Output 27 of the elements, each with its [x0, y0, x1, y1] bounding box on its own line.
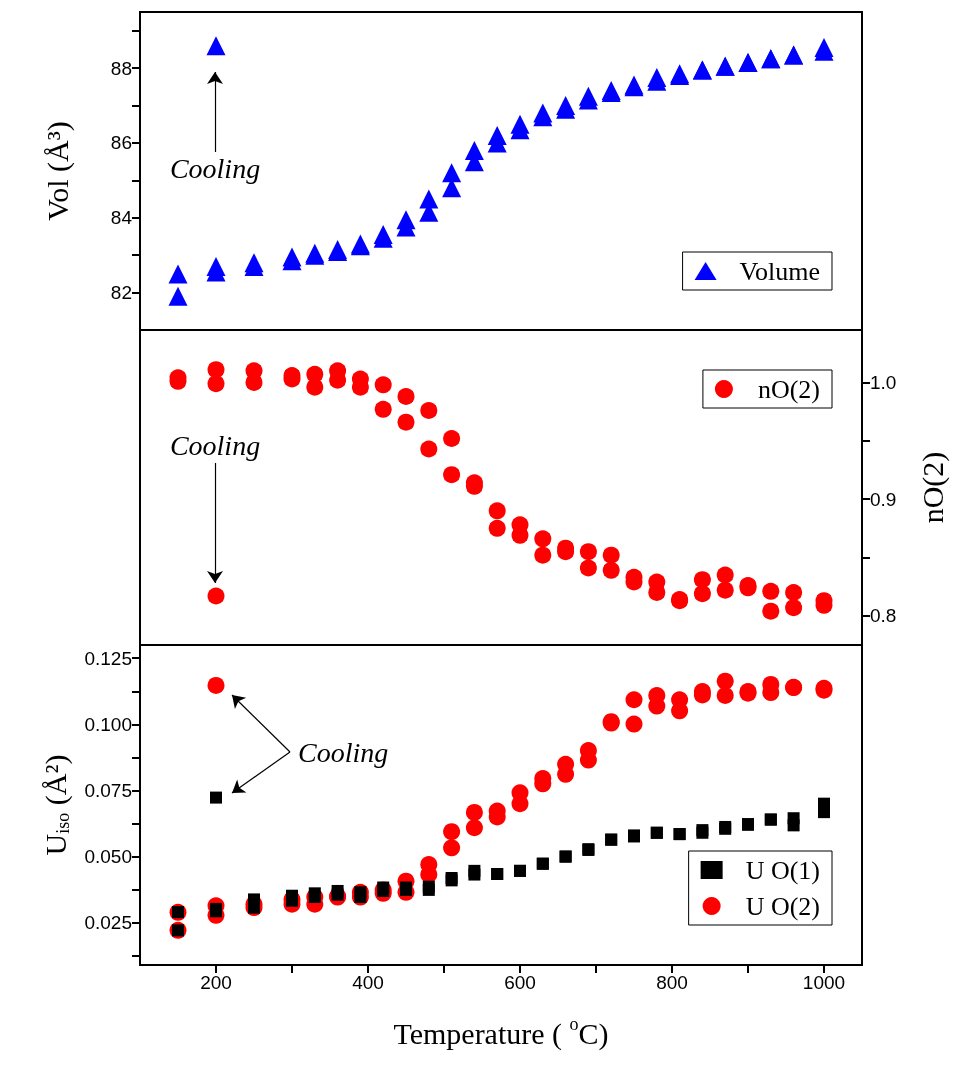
y-axis-title: Uiso (Å²): [39, 754, 73, 856]
x-tick-label: 800: [656, 972, 688, 993]
x-tick-label: 1000: [802, 972, 846, 993]
y-tick-label: 0.075: [84, 779, 132, 801]
y2-tick-label: 0.9: [870, 488, 897, 510]
y-tick-label: 82: [110, 282, 132, 304]
legend-label: U O(1): [745, 855, 821, 885]
y-tick-label: 0.050: [84, 846, 132, 868]
y2-tick-label: 1.0: [870, 372, 897, 393]
annotation: Cooling: [169, 429, 261, 461]
y-tick-label: 0.100: [84, 713, 132, 735]
x-tick-label: 200: [200, 972, 232, 993]
y2-axis-title: nO(2): [915, 451, 950, 524]
y2-tick-label: 0.8: [870, 605, 897, 627]
y-tick-label: 86: [110, 132, 132, 154]
y-tick-label: 84: [110, 207, 133, 229]
annotation: Cooling: [169, 152, 261, 184]
legend-label: U O(2): [745, 891, 821, 921]
y-tick-label: 88: [110, 57, 132, 79]
x-tick-label: 400: [352, 972, 384, 993]
y-tick-label: 0.025: [84, 912, 132, 934]
y-axis-title: Vol (Å³): [40, 121, 75, 221]
annotation: Cooling: [298, 736, 389, 768]
y-tick-label: 0.125: [84, 647, 132, 669]
legend-label: Volume: [739, 256, 821, 286]
x-tick-label: 600: [504, 972, 536, 993]
legend-label: nO(2): [757, 374, 820, 404]
